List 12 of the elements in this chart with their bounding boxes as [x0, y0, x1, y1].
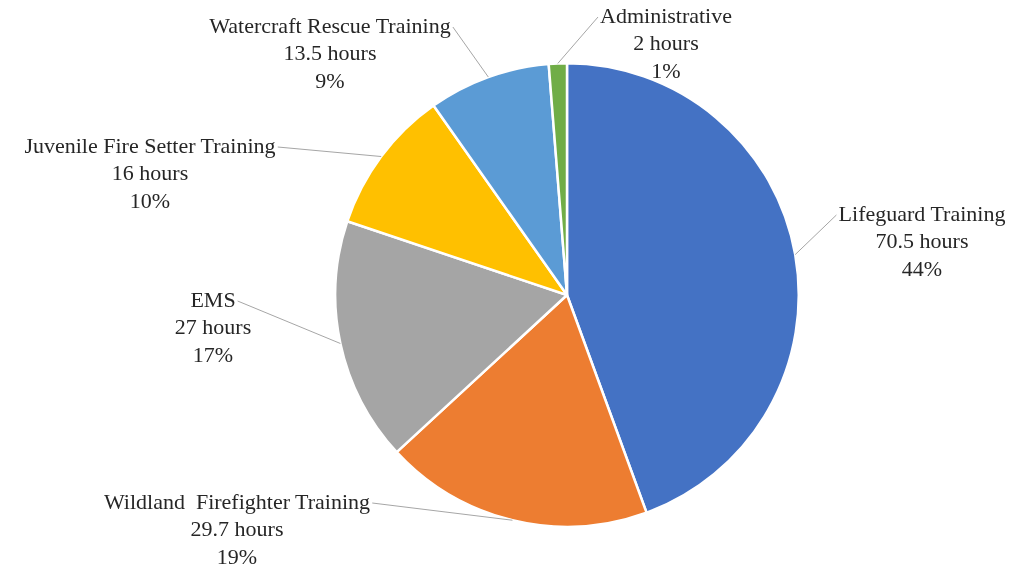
data-label: 27 hours 17% [174, 314, 252, 367]
slice-label: Lifeguard Training [838, 200, 1006, 226]
slice-label: EMS [190, 286, 236, 312]
slice-label: Watercraft Rescue Training [209, 12, 451, 38]
data-label: 2 hours 1% [633, 30, 699, 83]
slice-label: Wildland Firefighter Training [103, 488, 371, 514]
data-label: 16 hours 10% [111, 160, 189, 213]
data-label: 29.7 hours 19% [190, 516, 284, 569]
data-label: 13.5 hours 9% [283, 40, 377, 93]
data-label: 70.5 hours 44% [875, 228, 969, 281]
slice-label: Administrative [600, 2, 732, 28]
slice-label: Juvenile Fire Setter Training [24, 132, 276, 158]
